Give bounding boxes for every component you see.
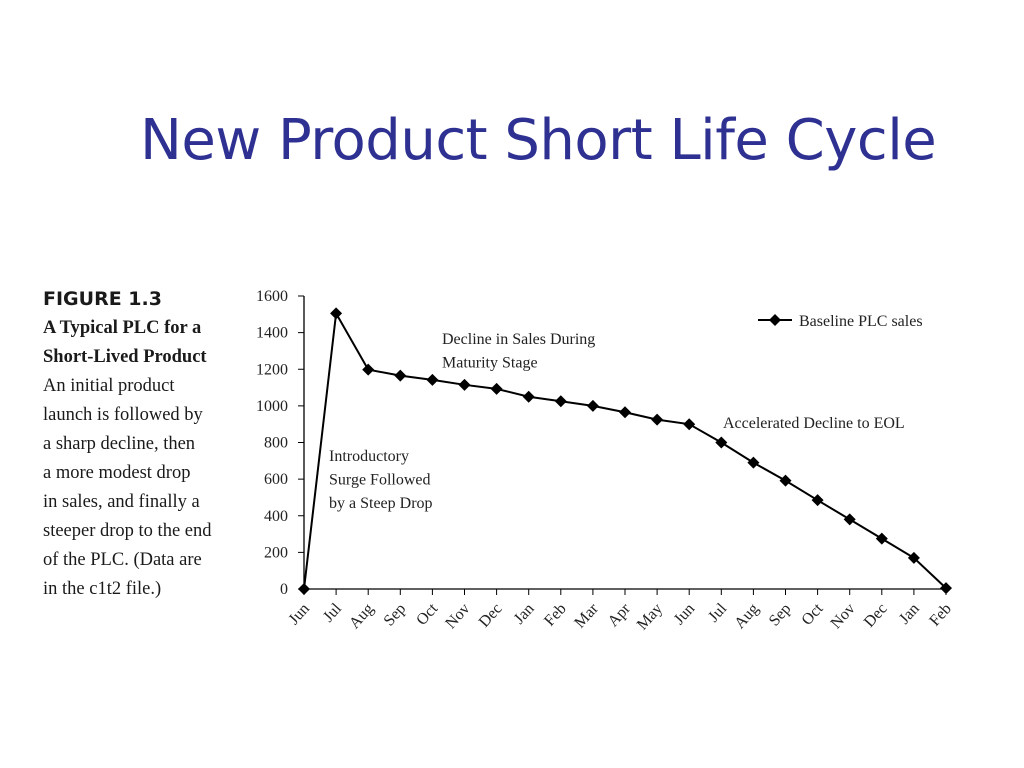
data-point: [843, 513, 856, 526]
slide-title: New Product Short Life Cycle: [140, 108, 937, 173]
annotation-intro: Introductory: [329, 448, 409, 465]
annotation-intro: Surge Followed: [329, 472, 430, 489]
annotation-eol: Accelerated Decline to EOL: [723, 415, 905, 432]
x-tick-label: Jul: [705, 600, 730, 626]
data-point: [586, 399, 599, 412]
x-tick-label: Oct: [413, 600, 441, 629]
annotation-intro: by a Steep Drop: [329, 495, 433, 512]
y-tick-label: 1400: [256, 325, 288, 342]
x-tick-label: Feb: [541, 600, 570, 629]
x-tick-label: Sep: [381, 600, 410, 629]
figure-description-line: launch is followed by: [43, 405, 203, 425]
y-tick-label: 1600: [256, 288, 288, 305]
x-tick-label: Mar: [571, 600, 602, 632]
data-point: [619, 406, 631, 419]
x-tick-label: Aug: [346, 600, 377, 632]
x-tick-label: Dec: [861, 600, 891, 631]
figure-description-line: An initial product: [43, 376, 175, 396]
data-point: [779, 474, 792, 487]
figure-heading-line-2: Short-Lived Product: [43, 347, 207, 367]
x-tick-label: Aug: [731, 600, 762, 632]
legend-marker: [769, 314, 781, 326]
y-tick-label: 600: [264, 471, 288, 488]
data-point: [811, 494, 824, 507]
figure-caption: FIGURE 1.3 A Typical PLC for a Short-Liv…: [43, 286, 243, 604]
figure-heading-line-1: A Typical PLC for a: [43, 318, 202, 338]
x-tick-label: Jan: [511, 600, 538, 627]
x-tick-label: Jun: [285, 600, 313, 628]
data-point: [683, 418, 696, 431]
data-point: [330, 307, 343, 320]
data-point: [394, 369, 407, 382]
y-tick-label: 1000: [256, 398, 288, 415]
x-tick-label: Jan: [896, 600, 923, 627]
data-point: [907, 551, 920, 564]
figure-description-line: in sales, and finally a: [43, 492, 200, 512]
data-point: [426, 373, 439, 386]
data-point: [522, 390, 535, 403]
annotation-maturity: Decline in Sales During: [442, 331, 595, 348]
figure-description-line: steeper drop to the end: [43, 521, 212, 541]
x-tick-label: Jun: [671, 600, 699, 628]
x-tick-label: Sep: [766, 600, 795, 629]
y-tick-label: 400: [264, 508, 288, 525]
figure-description-line: of the PLC. (Data are: [43, 550, 202, 570]
y-tick-label: 200: [264, 544, 288, 561]
data-point: [362, 363, 375, 376]
data-point: [490, 382, 503, 395]
figure-description-line: a more modest drop: [43, 463, 191, 483]
y-tick-label: 0: [280, 581, 288, 598]
x-tick-label: May: [634, 600, 666, 633]
figure-description-line: a sharp decline, then: [43, 434, 196, 454]
figure-label: FIGURE 1.3: [43, 288, 162, 310]
data-point: [875, 532, 888, 545]
legend-label: Baseline PLC sales: [799, 313, 923, 330]
x-tick-label: Feb: [926, 600, 955, 629]
data-point: [940, 582, 952, 595]
x-tick-label: Nov: [828, 600, 859, 632]
data-point: [298, 583, 310, 595]
data-point: [747, 456, 760, 469]
y-tick-label: 1200: [256, 361, 288, 378]
data-point: [651, 413, 664, 426]
x-tick-label: Jul: [320, 600, 345, 626]
x-tick-label: Oct: [798, 600, 826, 629]
figure-description-line: in the c1t2 file.): [43, 579, 162, 599]
x-tick-label: Apr: [605, 600, 635, 630]
annotation-maturity: Maturity Stage: [442, 355, 538, 372]
x-tick-label: Nov: [442, 600, 473, 632]
y-tick-label: 800: [264, 435, 288, 452]
data-point: [458, 378, 471, 391]
x-tick-label: Dec: [476, 600, 506, 631]
data-point: [554, 395, 567, 408]
data-point: [715, 436, 728, 449]
